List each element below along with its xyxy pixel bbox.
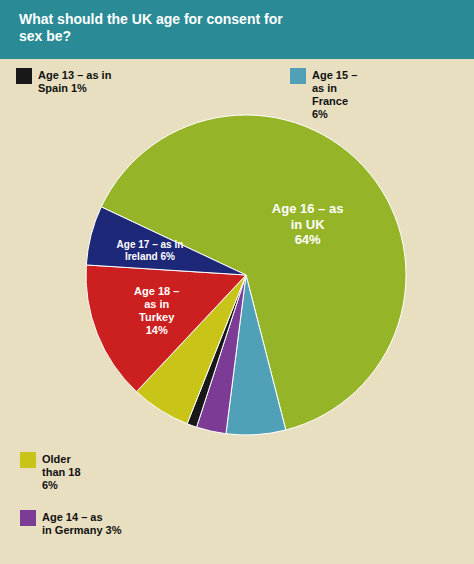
legend-label: Age 14 – asin Germany 3% <box>42 511 122 536</box>
pie <box>86 115 406 435</box>
title: What should the UK age for consent forse… <box>19 11 283 44</box>
legend-swatch <box>20 510 36 526</box>
chart: What should the UK age for consent forse… <box>0 0 474 564</box>
legend-label: Age 15 –as inFrance6% <box>312 69 357 120</box>
slice-label: Age 17 – as inIreland 6% <box>117 239 184 262</box>
pie-slice <box>86 207 246 275</box>
legend-swatch <box>20 452 36 468</box>
legend-label: Olderthan 186% <box>42 453 81 491</box>
slice-label: Age 16 – asin UK64% <box>272 201 344 247</box>
legend-label: Age 13 – as inSpain 1% <box>38 69 112 94</box>
title-bar <box>0 0 474 59</box>
pie-slice <box>86 265 246 392</box>
legend-swatch <box>16 68 32 84</box>
slice-label: Age 18 –as inTurkey14% <box>134 285 179 336</box>
background <box>0 0 474 564</box>
legend-swatch <box>290 68 306 84</box>
